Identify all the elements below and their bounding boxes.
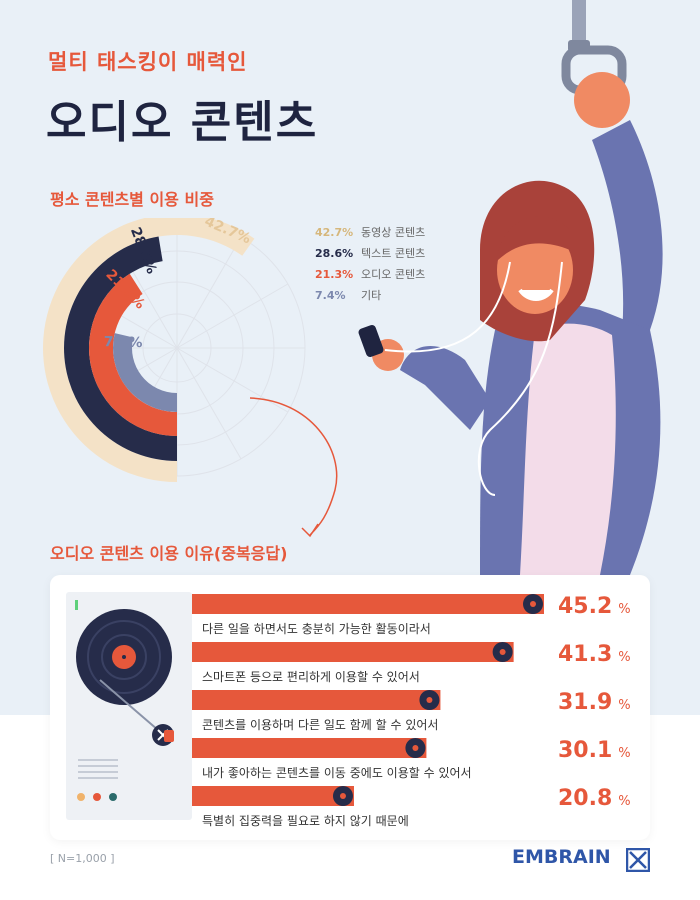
reason-bar: [192, 642, 514, 662]
bar-label: 스마트폰 등으로 편리하게 이용할 수 있어서: [202, 670, 420, 684]
reason-bars: [192, 594, 544, 806]
usage-radial-chart: 42.7%28.6%21.3%7.4%: [43, 218, 306, 482]
bar-end-disc-center: [426, 697, 433, 703]
bar-value: 41.3%: [558, 642, 631, 667]
commuter-illustration: [358, 0, 663, 575]
reason-bar: [192, 594, 544, 614]
turntable-icon: [66, 592, 192, 820]
legend-item: 21.3% 오디오 콘텐츠: [315, 264, 425, 285]
bar-label: 특별히 집중력을 필요로 하지 않기 때문에: [202, 814, 409, 828]
radial-bar: [64, 236, 177, 461]
grid-spoke: [176, 283, 289, 349]
bar-value: 31.9%: [558, 690, 631, 715]
radial-bar: [43, 218, 255, 482]
legend-label: 동영상 콘텐츠: [361, 226, 426, 239]
bar-end-disc-center: [530, 601, 536, 607]
legend-label: 기타: [361, 289, 382, 302]
legend-value: 28.6%: [315, 247, 354, 260]
bar-value: 30.1%: [558, 738, 631, 763]
legend-label: 텍스트 콘텐츠: [361, 247, 426, 260]
reason-bar: [192, 738, 427, 758]
radial-value-label: 7.4%: [104, 334, 143, 351]
bar-end-disc-center: [412, 745, 419, 751]
bar-value: 45.2%: [558, 594, 631, 619]
bar-label: 다른 일을 하면서도 충분히 가능한 활동이라서: [202, 622, 431, 636]
legend-label: 오디오 콘텐츠: [361, 268, 426, 281]
brand-logo: EMBRAIN: [512, 846, 611, 868]
reasons-section-title: 오디오 콘텐츠 이용 이유(중복응답): [50, 544, 288, 563]
reason-bar: [192, 690, 441, 710]
connector-arrow-icon: [249, 397, 338, 538]
grid-spoke: [176, 347, 242, 460]
bar-end-disc-center: [499, 649, 506, 655]
usage-legend: 42.7% 동영상 콘텐츠 28.6% 텍스트 콘텐츠 21.3% 오디오 콘텐…: [315, 222, 425, 306]
brand-name: EMBRAIN: [512, 846, 611, 868]
legend-item: 7.4% 기타: [315, 285, 425, 306]
radial-bar: [89, 273, 177, 436]
bar-end-disc-center: [339, 793, 346, 799]
page-subtitle: 멀티 태스킹이 매력인: [48, 50, 248, 74]
usage-section-title: 평소 콘텐츠별 이용 비중: [50, 190, 214, 209]
reason-bar: [192, 786, 354, 806]
bar-label: 콘텐츠를 이용하며 다른 일도 함께 할 수 있어서: [202, 718, 439, 732]
page-title: 오디오 콘텐츠: [46, 97, 319, 148]
bar-label: 내가 좋아하는 콘텐츠를 이동 중에도 이용할 수 있어서: [202, 766, 472, 780]
brand-mark-icon: [626, 848, 650, 872]
legend-value: 7.4%: [315, 289, 346, 302]
legend-item: 42.7% 동영상 콘텐츠: [315, 222, 425, 243]
grid-spoke: [176, 236, 242, 349]
grid-spoke: [176, 347, 289, 413]
legend-value: 42.7%: [315, 226, 354, 239]
legend-value: 21.3%: [315, 268, 354, 281]
legend-item: 28.6% 텍스트 콘텐츠: [315, 243, 425, 264]
radial-bar: [112, 333, 177, 412]
radial-bars: [43, 218, 255, 482]
bar-value: 20.8%: [558, 786, 631, 811]
sample-size-note: [ N=1,000 ]: [50, 852, 115, 865]
